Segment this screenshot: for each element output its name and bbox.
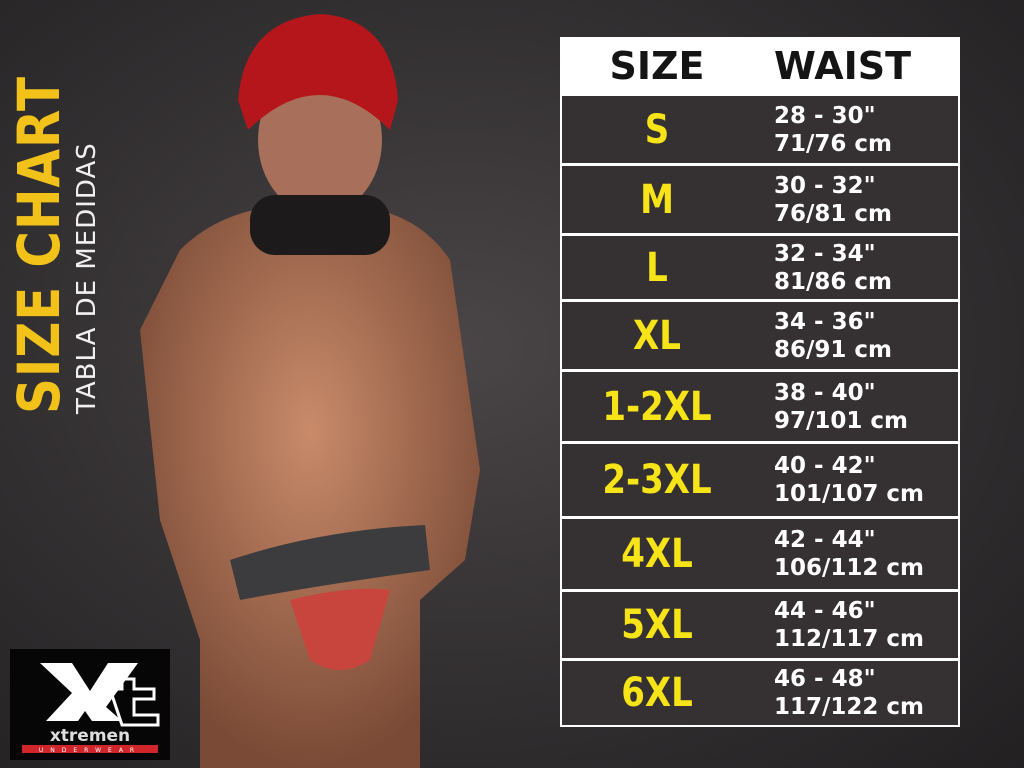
header-size: SIZE	[609, 44, 705, 88]
size-label: XL	[633, 312, 681, 359]
table-row: L 32 - 34" 81/86 cm	[562, 233, 958, 299]
table-row: 4XL 42 - 44" 106/112 cm	[562, 516, 958, 589]
size-label: M	[640, 176, 674, 223]
waist-cm: 97/101 cm	[774, 407, 909, 434]
waist-cm: 86/91 cm	[774, 336, 893, 363]
waist-inches: 34 - 36"	[774, 308, 876, 335]
waist-inches: 28 - 30"	[774, 102, 876, 129]
size-table: SIZE WAIST S 28 - 30" 71/76 cm M 30 - 32" 76…	[560, 37, 960, 727]
waist-inches: 44 - 46"	[774, 598, 876, 624]
size-label: 5XL	[621, 602, 693, 648]
waist-cm: 117/122 cm	[774, 694, 925, 720]
size-chart-title: SIZE CHART TABLA DE MEDIDAS	[5, 21, 102, 414]
waist-cm: 106/112 cm	[774, 555, 925, 581]
size-label: 4XL	[621, 531, 693, 577]
waist-cm: 71/76 cm	[774, 130, 893, 157]
logo-brand: xtremen	[50, 726, 130, 746]
header-waist: WAIST	[774, 44, 912, 88]
title-subtitle: TABLA DE MEDIDAS	[72, 142, 102, 414]
xtremen-logo: xtremen UNDERWEAR	[10, 649, 170, 760]
title-main: SIZE CHART	[5, 76, 73, 414]
logo-tagline: UNDERWEAR	[39, 747, 141, 754]
waist-inches: 46 - 48"	[774, 666, 876, 692]
waist-cm: 112/117 cm	[774, 626, 925, 652]
table-row: 1-2XL 38 - 40" 97/101 cm	[562, 369, 958, 441]
size-label: 6XL	[621, 670, 693, 716]
waist-inches: 40 - 42"	[774, 453, 876, 479]
table-row: 2-3XL 40 - 42" 101/107 cm	[562, 441, 958, 516]
table-row: 6XL 46 - 48" 117/122 cm	[562, 658, 958, 725]
table-row: 5XL 44 - 46" 112/117 cm	[562, 589, 958, 658]
waist-cm: 76/81 cm	[774, 200, 893, 227]
table-header: SIZE WAIST	[562, 39, 958, 93]
size-label: 2-3XL	[602, 457, 712, 503]
waist-inches: 32 - 34"	[774, 240, 876, 267]
waist-cm: 81/86 cm	[774, 268, 893, 295]
table-row: XL 34 - 36" 86/91 cm	[562, 299, 958, 369]
size-label: 1-2XL	[602, 383, 712, 430]
table-row: S 28 - 30" 71/76 cm	[562, 93, 958, 163]
waist-inches: 38 - 40"	[774, 379, 876, 406]
size-label: L	[646, 244, 668, 291]
size-label: S	[644, 106, 670, 153]
table-row: M 30 - 32" 76/81 cm	[562, 163, 958, 233]
model-photo	[140, 14, 480, 768]
waist-cm: 101/107 cm	[774, 481, 925, 507]
waist-inches: 42 - 44"	[774, 527, 876, 553]
waist-inches: 30 - 32"	[774, 172, 876, 199]
